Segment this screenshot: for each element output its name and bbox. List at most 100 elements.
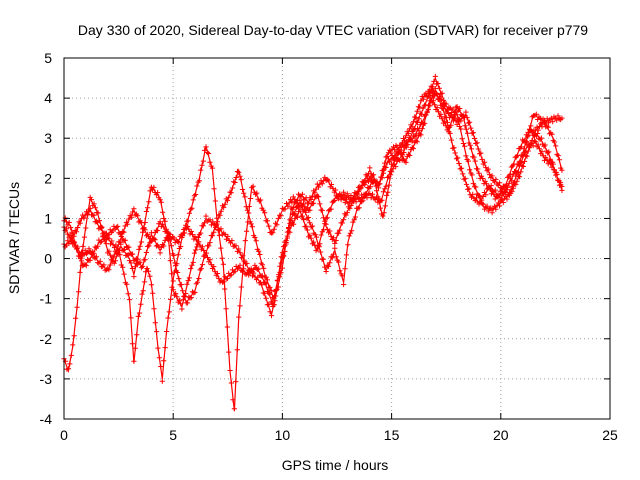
data-point <box>503 182 509 188</box>
data-point <box>279 254 285 261</box>
data-point <box>434 105 440 111</box>
data-point <box>480 201 486 207</box>
data-point <box>237 173 243 179</box>
data-point <box>162 218 168 224</box>
data-point <box>218 226 224 232</box>
data-point <box>323 268 329 275</box>
data-point <box>328 206 334 212</box>
data-point <box>463 126 469 132</box>
data-point <box>477 193 483 199</box>
data-point <box>227 273 233 279</box>
data-point <box>311 239 317 245</box>
data-point <box>218 208 224 214</box>
data-point <box>194 279 201 285</box>
data-point <box>336 196 342 202</box>
data-point <box>538 121 544 127</box>
data-point <box>320 256 326 262</box>
data-point <box>337 227 343 233</box>
data-point <box>66 219 72 226</box>
data-point <box>179 306 185 312</box>
data-point <box>207 217 213 223</box>
data-point <box>515 173 521 179</box>
data-point <box>143 208 149 215</box>
data-point <box>221 279 227 285</box>
data-point <box>128 214 134 220</box>
data-point <box>279 250 285 256</box>
data-point <box>184 281 190 287</box>
data-point <box>259 262 265 268</box>
grid-layer <box>64 58 610 419</box>
data-point <box>140 263 146 269</box>
data-point <box>78 249 85 255</box>
data-point <box>522 137 528 144</box>
data-point <box>467 142 473 148</box>
data-point <box>135 313 141 319</box>
data-point <box>135 213 141 219</box>
data-point <box>432 93 438 99</box>
data-point <box>152 237 158 243</box>
data-point <box>160 221 166 227</box>
data-point <box>297 206 303 212</box>
data-point <box>394 151 400 157</box>
data-point <box>277 269 283 275</box>
data-point <box>136 310 143 316</box>
data-point <box>413 115 419 121</box>
data-point <box>435 109 441 115</box>
data-point <box>168 243 174 249</box>
data-point <box>332 197 338 204</box>
data-point <box>267 291 273 297</box>
data-point <box>217 212 223 218</box>
data-point <box>83 263 89 269</box>
data-point <box>507 172 513 178</box>
data-point <box>380 213 386 219</box>
data-point <box>138 301 144 307</box>
data-point <box>227 367 233 374</box>
series-track-4 <box>61 87 565 308</box>
data-point <box>456 160 462 167</box>
data-point <box>157 197 163 203</box>
data-point <box>367 184 373 190</box>
data-point <box>437 94 443 100</box>
data-point <box>77 269 83 275</box>
data-point <box>163 226 169 232</box>
data-point <box>308 235 314 241</box>
data-point <box>529 137 535 144</box>
data-point <box>132 264 138 270</box>
data-point <box>369 173 375 179</box>
data-point <box>73 229 80 235</box>
data-point <box>246 210 252 216</box>
data-point <box>226 194 232 200</box>
data-point <box>545 124 551 130</box>
data-point <box>115 223 121 229</box>
data-point <box>480 175 486 182</box>
data-point <box>513 182 519 188</box>
data-point <box>204 254 211 261</box>
data-point <box>536 146 543 152</box>
data-point <box>106 267 112 273</box>
data-point <box>458 165 465 171</box>
data-point <box>414 119 421 126</box>
data-point <box>497 180 503 186</box>
data-point <box>345 242 351 248</box>
data-point <box>125 221 131 227</box>
data-point <box>166 309 172 315</box>
data-point <box>160 209 166 215</box>
data-point <box>283 239 289 246</box>
data-point <box>140 288 146 294</box>
data-point <box>436 85 442 91</box>
data-point <box>172 260 178 266</box>
data-point <box>244 207 251 213</box>
data-point <box>404 154 410 160</box>
data-point <box>157 219 163 225</box>
data-point <box>442 118 448 124</box>
data-point <box>341 281 347 288</box>
data-point <box>472 158 478 164</box>
plot-frame <box>63 57 611 420</box>
data-point <box>559 167 565 173</box>
data-point <box>523 152 529 159</box>
data-point <box>106 248 112 254</box>
data-point <box>327 228 333 234</box>
data-point <box>198 230 204 236</box>
data-point <box>263 295 269 301</box>
data-point <box>162 237 168 243</box>
